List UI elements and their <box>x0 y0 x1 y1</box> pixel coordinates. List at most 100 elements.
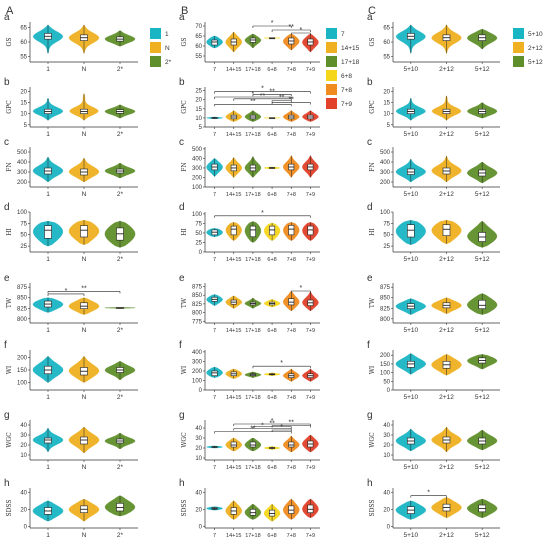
y-axis-label: GS <box>181 38 188 47</box>
y-tick-label: 55 <box>383 54 390 60</box>
x-tick-label: 7 <box>213 533 216 539</box>
legend-a: 1 N 2* <box>150 28 172 67</box>
x-tick-label: 7+9 <box>306 192 315 198</box>
significance-label: * <box>280 424 283 431</box>
legend-label: 5+10 <box>528 31 543 38</box>
y-tick-label: 20 <box>383 89 390 95</box>
panel-a-f: f WI 100 150 200 1 N 2* <box>4 340 138 401</box>
x-tick-label: 17+18 <box>245 465 260 471</box>
y-tick-label: 60 <box>20 40 27 46</box>
y-tick-label: 25 <box>383 244 390 250</box>
significance-label: ** <box>269 421 275 428</box>
y-tick-label: 65 <box>20 26 27 32</box>
panel-c-c: c FN 200 300 400 500 5+10 2+12 5+12 <box>367 137 500 198</box>
x-tick-label: 5+10 <box>404 532 419 539</box>
x-tick-label: N <box>82 131 87 138</box>
y-tick-label: 10 <box>195 116 202 122</box>
y-axis-label: SDSS <box>181 499 188 516</box>
y-tick-label: 300 <box>192 359 203 365</box>
x-tick-label: 5+10 <box>404 256 419 263</box>
significance-label: ** <box>250 98 256 105</box>
y-tick-label: 500 <box>192 147 203 153</box>
x-tick-label: 17+18 <box>245 132 260 138</box>
x-tick-label: 2* <box>117 394 124 401</box>
row-letter: h <box>4 478 10 489</box>
significance-label: * <box>280 360 283 367</box>
x-tick-label: 6+8 <box>267 395 276 401</box>
x-tick-label: 7+9 <box>306 533 315 539</box>
x-tick-label: 2* <box>117 66 124 73</box>
y-axis-label: HI <box>6 228 13 236</box>
y-axis-label: WGC <box>369 432 376 448</box>
significance-label: ** <box>250 426 256 433</box>
y-tick-label: 0 <box>199 250 203 256</box>
x-tick-label: 7+9 <box>306 67 315 73</box>
y-tick-label: 150 <box>17 368 28 374</box>
x-tick-label: 5+12 <box>475 66 490 73</box>
x-tick-label: 2+12 <box>439 464 454 471</box>
x-tick-label: 6+8 <box>267 192 276 198</box>
row-letter: e <box>367 273 373 284</box>
y-tick-label: 300 <box>192 166 203 172</box>
x-tick-label: 5+12 <box>475 532 490 539</box>
panel-a-g: g WGC 10 20 30 40 1 N 2* <box>4 410 138 471</box>
y-tick-label: 15 <box>195 107 202 113</box>
x-tick-label: N <box>82 66 87 73</box>
y-tick-label: 800 <box>192 311 203 317</box>
x-tick-label: 2+12 <box>439 532 454 539</box>
panel-c-h: h SDSS 0 20 40 5+10 2+12 5+12 * <box>367 478 500 539</box>
y-tick-label: 100 <box>192 212 203 218</box>
x-tick-label: 7+8 <box>287 395 296 401</box>
x-tick-label: 6+8 <box>267 465 276 471</box>
y-tick-label: 300 <box>380 170 391 176</box>
y-tick-label: 10 <box>20 453 27 459</box>
column-letters: A B C <box>6 5 376 17</box>
x-tick-label: 5+10 <box>404 66 419 73</box>
y-tick-label: 400 <box>192 350 203 356</box>
x-tick-label: 6+8 <box>267 257 276 263</box>
y-tick-label: 0 <box>387 388 391 394</box>
significance-label: * <box>271 20 274 27</box>
box <box>288 441 295 448</box>
panel-b-f: f WI 0 100 200 300 400 7 14+15 17+18 6+8 7+8 7+9 * <box>179 340 320 401</box>
y-tick-label: 200 <box>380 180 391 186</box>
y-tick-label: 75 <box>20 221 27 227</box>
x-tick-label: 14+15 <box>226 533 241 539</box>
panel-b-e: e TW 775 800 825 850 875 7 14+15 17+18 6+8 7+8 7+9 * <box>179 273 320 334</box>
x-tick-label: 7 <box>213 67 216 73</box>
y-tick-label: 20 <box>195 446 202 452</box>
y-tick-label: 25 <box>195 89 202 95</box>
x-tick-label: 5+10 <box>404 394 419 401</box>
y-tick-label: 100 <box>380 371 391 377</box>
y-tick-label: 55 <box>195 54 202 60</box>
x-tick-label: 14+15 <box>226 132 241 138</box>
box <box>230 441 237 448</box>
row-letter: c <box>4 137 9 148</box>
x-tick-label: 1 <box>46 131 50 138</box>
y-axis-label: WI <box>369 365 376 374</box>
y-tick-label: 20 <box>20 89 27 95</box>
y-tick-label: 875 <box>17 285 28 291</box>
y-tick-label: 10 <box>20 112 27 118</box>
x-tick-label: 2* <box>117 131 124 138</box>
panel-a-a: a GS 55 60 65 1 N 2* <box>4 12 138 73</box>
y-tick-label: 775 <box>192 319 203 325</box>
y-tick-label: 5 <box>24 123 28 129</box>
x-tick-label: 7 <box>213 465 216 471</box>
box <box>478 299 486 309</box>
y-tick-label: 20 <box>383 443 390 449</box>
x-tick-label: 17+18 <box>245 533 260 539</box>
row-letter: d <box>4 202 10 213</box>
significance-label: ** <box>279 95 285 102</box>
legend-swatch <box>513 42 524 53</box>
y-tick-label: 5 <box>387 123 391 129</box>
significance-label: * <box>271 418 274 425</box>
y-tick-label: 850 <box>17 296 28 302</box>
panel-a-h: h SDSS 0 20 40 1 N 2* <box>4 478 138 539</box>
y-axis-label: HI <box>181 228 188 236</box>
x-tick-label: 7 <box>213 395 216 401</box>
x-tick-label: 2* <box>117 256 124 263</box>
